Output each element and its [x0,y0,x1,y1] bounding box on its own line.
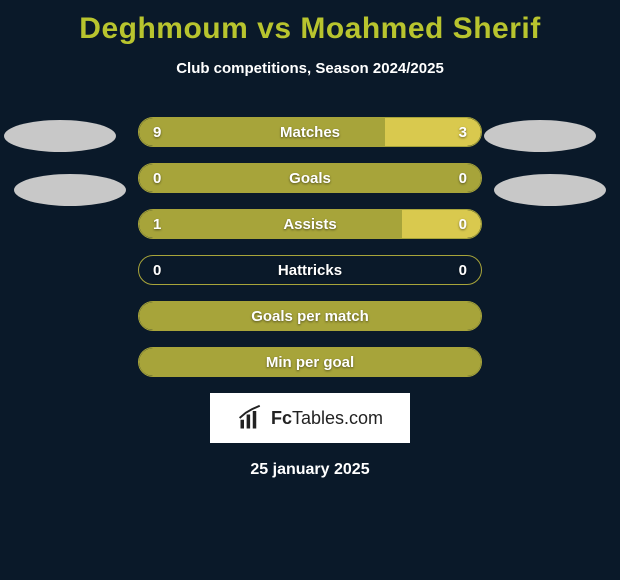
stat-row: 10Assists [138,209,482,239]
logo-part-c: .com [344,408,383,428]
stat-label: Goals [139,170,481,187]
avatar-placeholder [4,120,116,152]
stat-row: 00Hattricks [138,255,482,285]
stat-label: Hattricks [139,262,481,279]
avatar-placeholder [484,120,596,152]
avatar-placeholder [494,174,606,206]
stat-label: Min per goal [139,354,481,371]
date-text: 25 january 2025 [0,461,620,479]
stat-label: Goals per match [139,308,481,325]
logo-part-b: Tables [292,408,344,428]
subtitle: Club competitions, Season 2024/2025 [0,60,620,77]
stat-row: 00Goals [138,163,482,193]
stat-row: Goals per match [138,301,482,331]
avatar-placeholder [14,174,126,206]
stat-row: Min per goal [138,347,482,377]
stats-container: 93Matches 00Goals 10Assists 00Hattricks Goal… [138,117,482,377]
stat-label: Assists [139,216,481,233]
fctables-logo: FcTables.com [210,393,410,443]
stat-row: 93Matches [138,117,482,147]
chart-icon [237,404,265,432]
logo-part-a: Fc [271,408,292,428]
stat-label: Matches [139,124,481,141]
logo-text: FcTables.com [271,408,383,429]
page-title: Deghmoum vs Moahmed Sherif [0,0,620,46]
